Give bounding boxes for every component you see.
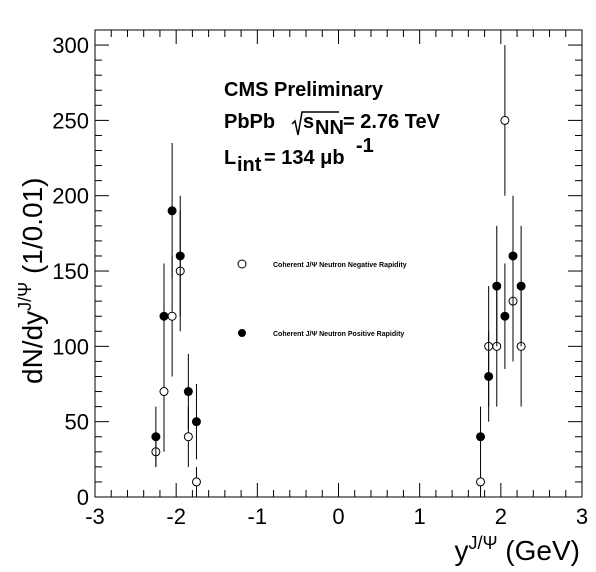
legend-label-negative: Coherent J/Ψ Neutron Negative Rapidity bbox=[273, 262, 407, 269]
y-tick-label: 250 bbox=[52, 108, 89, 133]
svg-text:s: s bbox=[303, 111, 314, 133]
data-point-positive bbox=[175, 251, 185, 261]
x-tick-label: -3 bbox=[85, 504, 105, 529]
data-markers bbox=[151, 45, 526, 497]
data-point-positive bbox=[183, 387, 193, 397]
data-point-positive bbox=[151, 432, 161, 442]
y-tick-label: 300 bbox=[52, 33, 89, 58]
data-point-positive bbox=[484, 371, 494, 381]
data-point-positive bbox=[476, 432, 486, 442]
y-tick-label: 0 bbox=[77, 485, 89, 510]
x-tick-label: 0 bbox=[332, 504, 344, 529]
x-tick-label: 3 bbox=[576, 504, 588, 529]
y-tick-label: 150 bbox=[52, 259, 89, 284]
data-point-negative bbox=[159, 387, 169, 397]
data-point-negative bbox=[191, 477, 201, 487]
x-tick-label: -1 bbox=[248, 504, 268, 529]
legend-label-positive: Coherent J/Ψ Neutron Positive Rapidity bbox=[273, 331, 404, 338]
data-point-positive bbox=[167, 206, 177, 216]
axis-ticks: -3 -2 -1 0 1 2 3 0 50 100 150 200 250 300 bbox=[52, 29, 588, 529]
x-tick-label: -2 bbox=[166, 504, 186, 529]
y-tick-label: 200 bbox=[52, 184, 89, 209]
svg-text:int: int bbox=[237, 154, 262, 176]
svg-text:= 134 μb: = 134 μb bbox=[264, 147, 345, 169]
annotation-energy: PbPb s NN = 2.76 TeV bbox=[224, 111, 441, 139]
data-point-negative bbox=[167, 311, 177, 321]
legend-marker-positive bbox=[238, 329, 246, 337]
data-point-negative bbox=[500, 115, 510, 125]
legend-marker-negative bbox=[237, 259, 247, 269]
y-axis-title: dN/dyJ/Ψ (1/0.01) bbox=[15, 178, 48, 384]
data-point-positive bbox=[508, 251, 518, 261]
data-point-negative bbox=[183, 432, 193, 442]
data-point-positive bbox=[516, 281, 526, 291]
y-tick-label: 100 bbox=[52, 334, 89, 359]
svg-text:NN: NN bbox=[315, 117, 344, 139]
y-tick-label: 50 bbox=[65, 410, 89, 435]
x-tick-label: 1 bbox=[414, 504, 426, 529]
legend: Coherent J/Ψ Neutron Negative Rapidity C… bbox=[237, 259, 407, 338]
x-axis-title: yJ/Ψ (GeV) bbox=[454, 533, 580, 566]
annotation-luminosity: L int = 134 μb -1 bbox=[224, 135, 374, 176]
data-point-positive bbox=[191, 417, 201, 427]
svg-text:PbPb: PbPb bbox=[224, 111, 275, 133]
data-point-positive bbox=[159, 311, 169, 321]
data-point-positive bbox=[500, 311, 510, 321]
x-tick-label: 2 bbox=[495, 504, 507, 529]
svg-text:L: L bbox=[224, 147, 236, 169]
data-point-negative bbox=[476, 477, 486, 487]
annotation-cms: CMS Preliminary bbox=[224, 79, 384, 101]
svg-text:-1: -1 bbox=[356, 135, 374, 157]
svg-text:= 2.76 TeV: = 2.76 TeV bbox=[343, 111, 441, 133]
data-point-positive bbox=[492, 281, 502, 291]
